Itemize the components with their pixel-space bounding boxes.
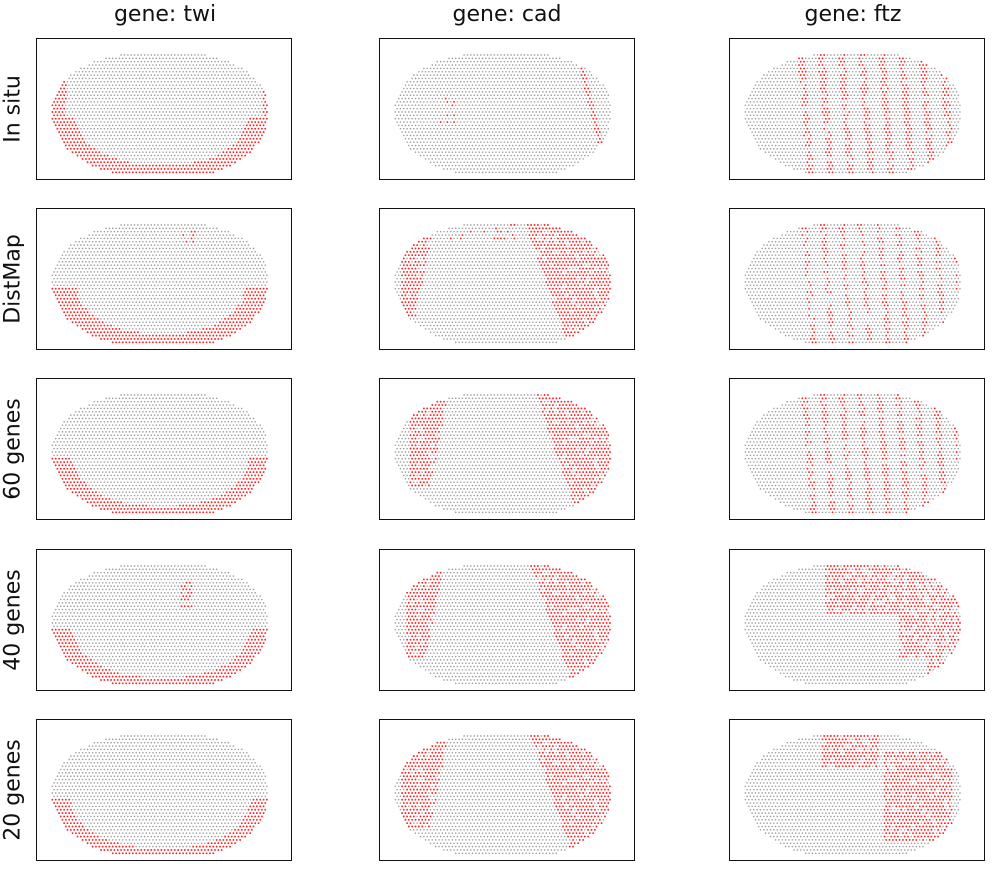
panel-60-genes-ftz (729, 378, 985, 520)
panel-60-genes-cad (379, 378, 635, 520)
expressed-cells (401, 224, 611, 337)
embryo-dot-map (394, 735, 611, 855)
panel-distmap-twi (36, 208, 292, 350)
column-title-ftz: gene: ftz (804, 2, 902, 27)
expressed-cells (824, 565, 961, 675)
expressed-cells (406, 565, 611, 678)
embryo-dot-map (744, 735, 961, 855)
grey-cells (51, 735, 268, 848)
panel-20-genes-twi (36, 719, 292, 861)
row-label-60-genes: 60 genes (0, 398, 26, 500)
row-label-20-genes: 20 genes (0, 739, 26, 841)
embryo-dot-map (744, 394, 961, 514)
grey-cells (744, 565, 961, 685)
expressed-cells (798, 54, 953, 174)
grey-cells (51, 394, 268, 507)
embryo-dot-map (51, 735, 268, 855)
panel-in-situ-cad (379, 38, 635, 180)
panel-60-genes-twi (36, 378, 292, 520)
expressed-cells (51, 798, 268, 855)
grey-cells (744, 394, 961, 514)
expressed-cells (821, 735, 953, 841)
expressed-cells (51, 80, 268, 174)
panel-in-situ-ftz (729, 38, 985, 180)
embryo-dot-map (394, 394, 611, 514)
embryo-dot-map (394, 565, 611, 685)
embryo-dot-map (744, 565, 961, 685)
embryo-dot-map (51, 224, 268, 344)
panel-distmap-ftz (729, 208, 985, 350)
embryo-dot-map (744, 224, 961, 344)
grey-cells (51, 565, 268, 678)
panel-distmap-cad (379, 208, 635, 350)
embryo-dot-map (51, 394, 268, 514)
expressed-cells (801, 224, 958, 344)
row-label-40-genes: 40 genes (0, 569, 26, 671)
expressed-cells (439, 67, 603, 144)
embryo-dot-map (394, 54, 611, 174)
panel-20-genes-ftz (729, 719, 985, 861)
column-title-cad: gene: cad (452, 2, 562, 27)
embryo-dot-map (394, 224, 611, 344)
embryo-dot-map (51, 565, 268, 685)
grey-cells (744, 54, 961, 174)
grey-cells (394, 54, 611, 174)
expressed-cells (409, 394, 611, 504)
grey-cells (744, 735, 961, 855)
panel-20-genes-cad (379, 719, 635, 861)
embryo-dot-map (51, 54, 268, 174)
grey-cells (51, 224, 268, 334)
panel-40-genes-twi (36, 549, 292, 691)
row-label-distmap: DistMap (0, 234, 26, 324)
grey-cells (744, 224, 961, 344)
column-title-twi: gene: twi (113, 2, 217, 27)
grey-cells (394, 224, 610, 344)
grey-cells (394, 565, 610, 685)
grey-cells (394, 394, 610, 514)
grey-cells (394, 735, 610, 855)
expressed-cells (801, 394, 958, 514)
expressed-cells (51, 230, 268, 344)
expressed-cells (51, 581, 268, 685)
panel-40-genes-cad (379, 549, 635, 691)
panel-in-situ-twi (36, 38, 292, 180)
row-label-in-situ: In situ (0, 75, 26, 143)
expressed-cells (401, 735, 611, 848)
panel-40-genes-ftz (729, 549, 985, 691)
expressed-cells (51, 457, 268, 514)
embryo-dot-map (744, 54, 961, 174)
grey-cells (65, 54, 263, 164)
